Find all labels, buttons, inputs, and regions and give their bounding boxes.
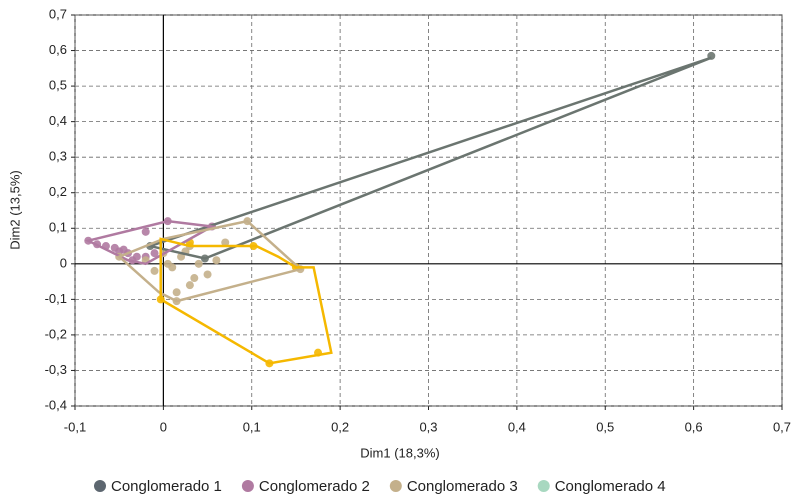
legend-marker (94, 480, 106, 492)
legend-label: Conglomerado 1 (111, 478, 222, 495)
y-tick-label: 0,1 (49, 220, 67, 235)
x-axis-label: Dim1 (18,3%) (360, 445, 439, 460)
y-tick-label: 0 (60, 255, 67, 270)
x-tick-label: 0 (160, 419, 167, 434)
point (203, 270, 212, 279)
x-tick-label: 0,7 (773, 419, 791, 434)
point (150, 266, 159, 275)
y-tick-label: -0,1 (45, 291, 67, 306)
x-tick-label: 0,2 (331, 419, 349, 434)
y-tick-label: 0,5 (49, 78, 67, 93)
x-tick-label: 0,1 (243, 419, 261, 434)
x-tick-label: -0,1 (64, 419, 86, 434)
legend-marker (537, 480, 550, 492)
y-tick-label: 0,6 (49, 42, 67, 57)
point (194, 259, 203, 268)
hull (159, 237, 333, 365)
point (172, 288, 181, 297)
y-tick-label: -0,2 (45, 326, 67, 341)
hull (145, 56, 712, 260)
legend-label: Conglomerado 2 (259, 478, 370, 495)
y-tick-label: 0,3 (49, 149, 67, 164)
x-tick-label: 0,6 (685, 419, 703, 434)
point (190, 274, 199, 283)
y-tick-label: 0,4 (49, 113, 67, 128)
point (212, 256, 221, 265)
legend-label: Conglomerado 3 (407, 478, 518, 495)
point (163, 259, 172, 268)
y-tick-label: 0,2 (49, 184, 67, 199)
legend-marker (389, 480, 402, 492)
x-tick-label: 0,5 (596, 419, 614, 434)
y-tick-label: -0,4 (45, 397, 67, 412)
point (150, 249, 159, 258)
y-tick-label: -0,3 (45, 362, 67, 377)
legend-marker (241, 480, 254, 492)
point (221, 238, 230, 247)
y-axis-label: Dim2 (13,5%) (7, 170, 22, 249)
point (185, 281, 194, 290)
legend-label: Conglomerado 4 (555, 478, 666, 495)
point (141, 227, 150, 236)
x-tick-label: 0,3 (419, 419, 437, 434)
x-tick-label: 0,4 (508, 419, 526, 434)
y-tick-label: 0,7 (49, 6, 67, 21)
